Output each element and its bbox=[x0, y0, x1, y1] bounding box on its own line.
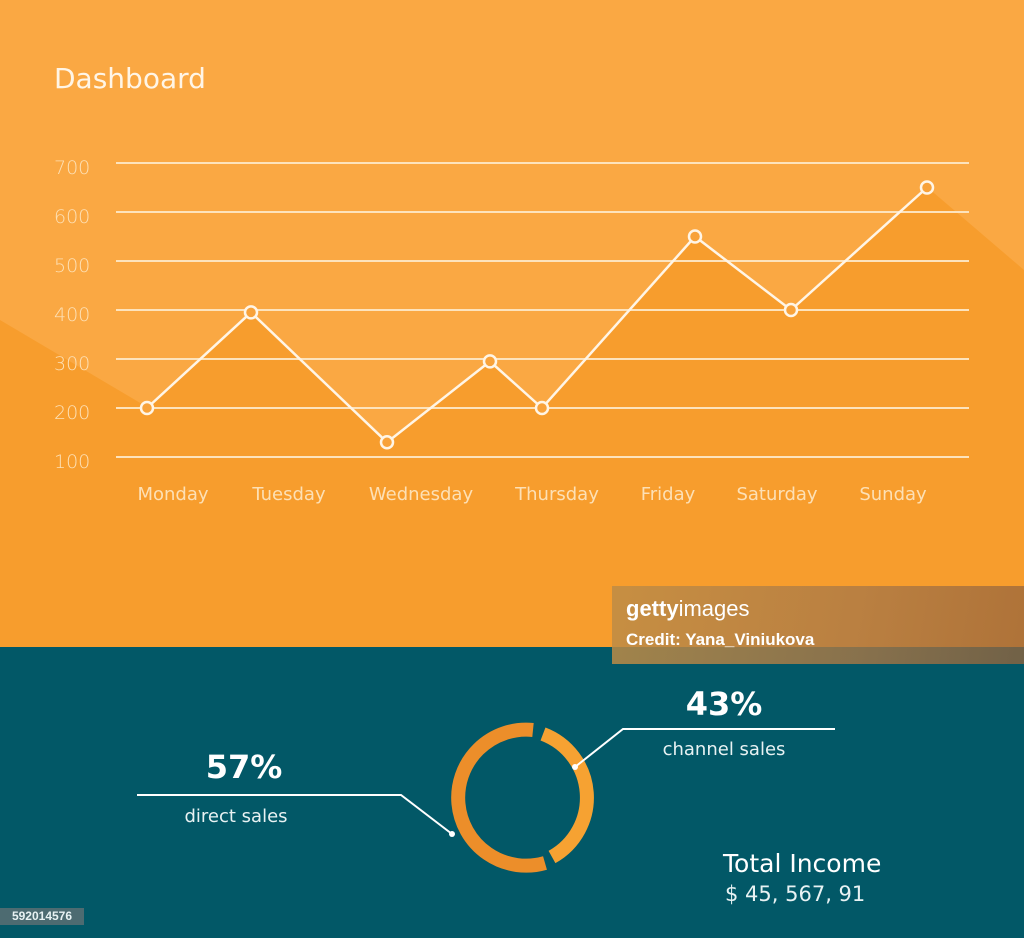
x-label-friday: Friday bbox=[640, 484, 696, 505]
y-tick-300: 300 bbox=[54, 353, 91, 375]
channel-sales-percent: 43% bbox=[685, 685, 763, 723]
data-point bbox=[534, 400, 550, 416]
direct-sales-percent: 57% bbox=[205, 748, 283, 786]
data-point bbox=[783, 302, 799, 318]
channel-sales-label: channel sales bbox=[662, 739, 786, 760]
gridlines bbox=[116, 162, 969, 458]
summary-panel bbox=[0, 647, 1024, 938]
x-label-saturday: Saturday bbox=[736, 484, 818, 505]
data-point bbox=[919, 180, 935, 195]
x-label-wednesday: Wednesday bbox=[368, 484, 474, 505]
x-label-sunday: Sunday bbox=[859, 484, 927, 505]
total-income-value: $ 45, 567, 91 bbox=[725, 882, 866, 906]
x-label-thursday: Thursday bbox=[515, 484, 599, 505]
series-points bbox=[139, 180, 935, 450]
data-point bbox=[379, 435, 395, 450]
y-tick-700: 700 bbox=[54, 157, 91, 179]
direct-sales-label: direct sales bbox=[184, 806, 288, 827]
y-tick-100: 100 bbox=[54, 451, 91, 473]
background-shapes bbox=[0, 0, 1024, 443]
data-point bbox=[687, 229, 703, 244]
watermark-credit: Credit: Yana_Viniukova bbox=[626, 630, 815, 649]
image-id: 592014576 bbox=[0, 908, 84, 925]
x-label-tuesday: Tuesday bbox=[252, 484, 326, 505]
y-tick-600: 600 bbox=[54, 206, 91, 228]
data-point bbox=[243, 305, 259, 320]
line-chart bbox=[116, 162, 969, 458]
y-tick-200: 200 bbox=[54, 402, 91, 424]
total-income-title: Total Income bbox=[723, 849, 882, 878]
watermark-logo: gettyimages bbox=[626, 596, 750, 621]
data-point bbox=[482, 354, 498, 369]
page-title: Dashboard bbox=[54, 62, 206, 95]
y-tick-500: 500 bbox=[54, 255, 91, 277]
watermark: gettyimages Credit: Yana_Viniukova bbox=[612, 586, 1024, 664]
chart-panel: Dashboard 700 600 500 400 300 200 100 Mo… bbox=[0, 0, 1024, 647]
series-line bbox=[146, 186, 928, 444]
x-label-monday: Monday bbox=[137, 484, 209, 505]
y-tick-400: 400 bbox=[54, 304, 91, 326]
data-point bbox=[139, 400, 155, 416]
